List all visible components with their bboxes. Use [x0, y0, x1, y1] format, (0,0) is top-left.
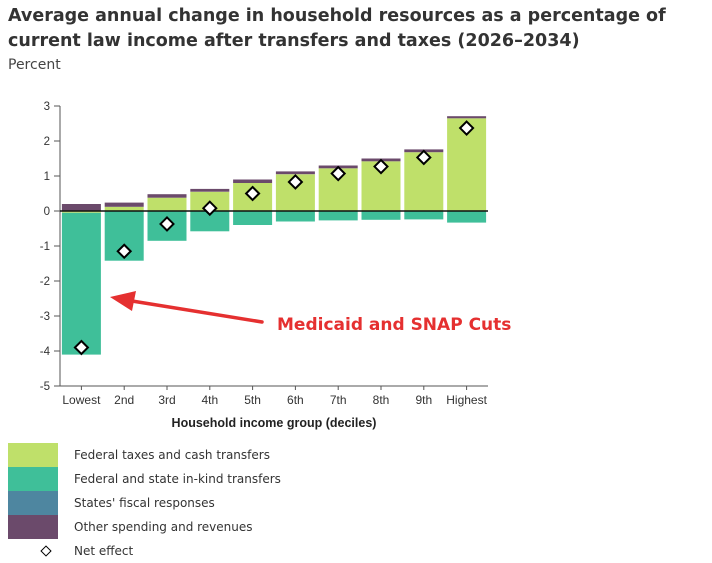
x-tick-label: 6th [287, 393, 304, 407]
x-tick-label: 7th [330, 393, 347, 407]
x-tick-label: 8th [373, 393, 390, 407]
bar-segment-2 [61, 212, 101, 355]
legend-label: Other spending and revenues [74, 520, 253, 534]
bar-segment-2 [190, 211, 230, 232]
bar-segment-4 [61, 204, 101, 211]
bar-segment-4 [104, 202, 144, 207]
legend-label: Federal taxes and cash transfers [74, 448, 270, 462]
x-tick-label: 3rd [158, 393, 175, 407]
net-effect-marker [116, 243, 133, 260]
bar-segment-4 [190, 188, 230, 192]
net-effect-marker [458, 120, 475, 136]
annotation-label: Medicaid and SNAP Cuts [277, 315, 511, 335]
bar-segment-2 [233, 211, 273, 225]
legend-item: Federal taxes and cash transfers [8, 443, 408, 467]
annotation-arrow-shaft [130, 299, 264, 324]
net-effect-marker [159, 216, 175, 232]
y-tick-label: -4 [40, 346, 51, 358]
y-tick-label: -1 [40, 241, 50, 253]
net-effect-marker [287, 174, 304, 190]
legend-label: Net effect [74, 544, 134, 558]
x-axis-title: Household income group (deciles) [172, 416, 377, 430]
y-unit-label: Percent [8, 57, 61, 73]
legend-label: States' fiscal responses [74, 496, 215, 510]
x-tick-label: 4th [201, 393, 218, 407]
legend-item: States' fiscal responses [8, 491, 408, 515]
bar-segment-4 [147, 194, 187, 198]
bars-layer [61, 116, 487, 355]
y-tick-label: -3 [40, 311, 50, 323]
legend-label: Federal and state in-kind transfers [74, 472, 281, 486]
legend-swatch [8, 467, 58, 491]
x-tick-label: Lowest [62, 393, 101, 407]
axes-layer: 3 2 1 0 -1 -2 -3 -4 -5 Lowest 2nd 3rd 4th 5th 6th 7th 8t… [40, 101, 488, 430]
bar-segment-2 [318, 211, 358, 221]
y-tick-label: -2 [40, 276, 50, 288]
x-tick-label: 2nd [114, 393, 134, 407]
x-tick-label: Highest [446, 393, 487, 407]
legend-item: Federal and state in-kind transfers [8, 467, 408, 491]
net-effect-marker [201, 200, 218, 217]
legend-swatch [8, 491, 58, 515]
bar-segment-4 [233, 179, 273, 183]
bar-chart: 3 2 1 0 -1 -2 -3 -4 -5 Lowest 2nd 3rd 4th 5th 6th 7th 8t… [40, 101, 512, 430]
y-tick-label: 2 [44, 136, 50, 148]
bar-segment-1 [104, 206, 144, 211]
legend-item: Other spending and revenues [8, 515, 408, 539]
y-tick-label: -5 [40, 381, 50, 393]
legend-item: Net effect [8, 539, 408, 563]
bar-segment-2 [275, 211, 315, 222]
bar-segment-1 [61, 211, 101, 213]
x-tick-label: 5th [244, 393, 261, 407]
legend-swatch [8, 515, 58, 539]
y-tick-label: 3 [44, 101, 50, 113]
bar-segment-2 [447, 211, 487, 223]
bar-segment-2 [404, 211, 444, 220]
legend-swatch [8, 443, 58, 467]
net-effect-layer [73, 120, 475, 356]
legend: Federal taxes and cash transfers Federal… [8, 443, 408, 563]
net-effect-marker [373, 158, 389, 175]
x-tick-label: 9th [415, 393, 432, 407]
net-effect-marker [330, 165, 347, 182]
bar-segment-2 [361, 211, 401, 220]
annotation-layer: Medicaid and SNAP Cuts [110, 291, 511, 335]
net-effect-marker [73, 339, 90, 356]
net-effect-marker [415, 149, 432, 166]
y-tick-label: 1 [44, 171, 50, 183]
bar-segment-4 [275, 171, 315, 175]
annotation-arrow-head [110, 291, 136, 311]
diamond-icon [40, 545, 52, 557]
bar-segment-4 [447, 116, 487, 119]
net-effect-marker [244, 185, 261, 202]
chart-title: Average annual change in household resou… [8, 6, 666, 51]
bar-segment-1 [147, 197, 187, 211]
y-tick-label: 0 [44, 206, 50, 218]
